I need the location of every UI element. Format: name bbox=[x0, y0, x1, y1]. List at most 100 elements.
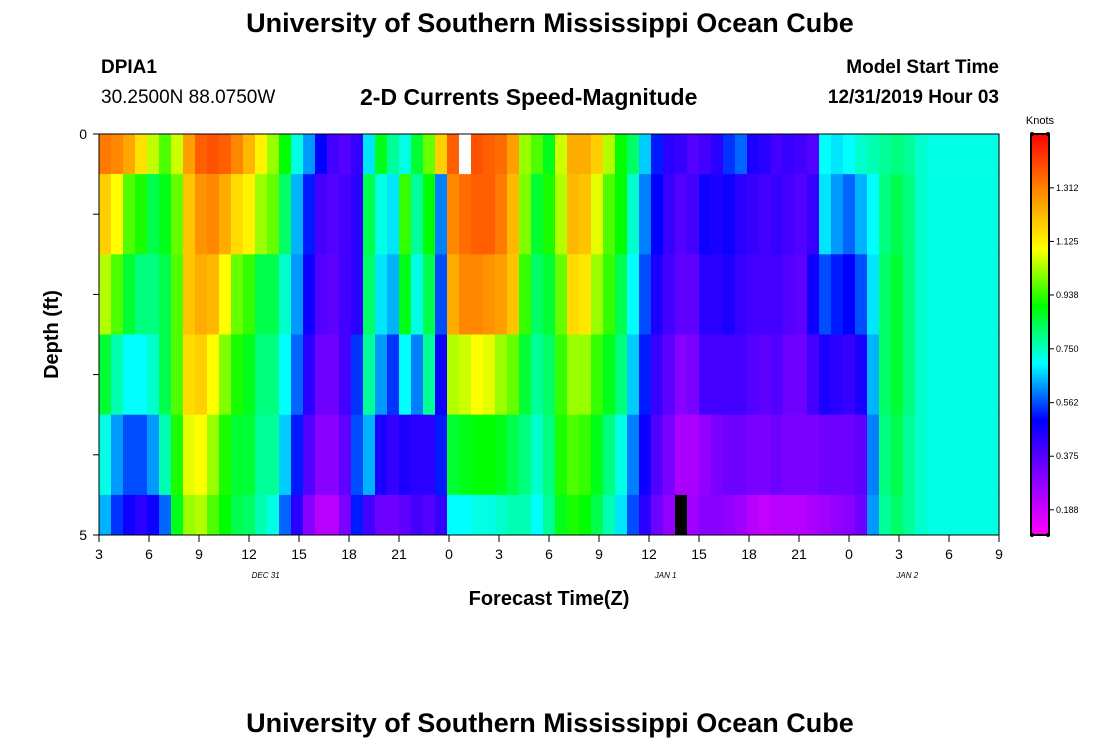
heatmap-cell bbox=[207, 174, 220, 255]
heatmap-cell bbox=[207, 254, 220, 335]
heatmap-cell bbox=[219, 254, 232, 335]
heatmap-cell bbox=[867, 414, 880, 496]
heatmap-cell bbox=[435, 494, 448, 536]
heatmap-cell bbox=[567, 414, 580, 496]
heatmap-cell bbox=[663, 134, 676, 175]
heatmap-cell bbox=[723, 334, 736, 415]
colorbar-end-dot bbox=[1030, 132, 1034, 136]
x-tick-label: 3 bbox=[495, 546, 503, 562]
heatmap-cell bbox=[327, 134, 340, 175]
heatmap-cell bbox=[711, 134, 724, 175]
colorbar-tick-label: 1.312 bbox=[1056, 183, 1079, 193]
heatmap-cell bbox=[783, 494, 796, 536]
heatmap-cell bbox=[879, 134, 892, 175]
heatmap-cell bbox=[591, 174, 604, 255]
heatmap-cell bbox=[891, 174, 904, 255]
heatmap-cell bbox=[831, 414, 844, 496]
heatmap-cell bbox=[279, 174, 292, 255]
heatmap-cell bbox=[315, 174, 328, 255]
heatmap-cell bbox=[135, 414, 148, 496]
heatmap-cell bbox=[507, 134, 520, 175]
heatmap-cell bbox=[903, 254, 916, 335]
heatmap-cell bbox=[615, 174, 628, 255]
heatmap-cell bbox=[807, 134, 820, 175]
heatmap-cell bbox=[459, 494, 472, 536]
heatmap-cell bbox=[963, 494, 976, 536]
heatmap-cell bbox=[267, 334, 280, 415]
heatmap-cell bbox=[699, 254, 712, 335]
heatmap-cell bbox=[171, 334, 184, 415]
x-tick-label: 6 bbox=[545, 546, 553, 562]
heatmap-cell bbox=[975, 254, 988, 335]
heatmap-cell bbox=[267, 134, 280, 175]
x-tick-label: 21 bbox=[391, 546, 407, 562]
heatmap-cell bbox=[159, 254, 172, 335]
heatmap-cell bbox=[111, 174, 124, 255]
heatmap-cell bbox=[519, 134, 532, 175]
heatmap-cell bbox=[699, 134, 712, 175]
heatmap-cell bbox=[447, 134, 460, 175]
day-label: DEC 31 bbox=[252, 571, 280, 580]
heatmap-cell bbox=[375, 254, 388, 335]
heatmap-cell bbox=[423, 254, 436, 335]
heatmap-cell bbox=[783, 254, 796, 335]
heatmap-cell bbox=[783, 334, 796, 415]
heatmap-cell bbox=[483, 494, 496, 536]
heatmap-cell bbox=[387, 134, 400, 175]
heatmap-cell bbox=[867, 334, 880, 415]
heatmap-cell bbox=[363, 494, 376, 536]
heatmap-cell bbox=[579, 414, 592, 496]
heatmap-cell bbox=[399, 254, 412, 335]
heatmap-cell bbox=[711, 414, 724, 496]
heatmap-cell bbox=[387, 174, 400, 255]
heatmap-cell bbox=[639, 174, 652, 255]
heatmap-cell bbox=[807, 334, 820, 415]
heatmap-cell bbox=[951, 174, 964, 255]
heatmap-cell bbox=[339, 174, 352, 255]
x-tick-label: 0 bbox=[445, 546, 453, 562]
heatmap-cell bbox=[159, 494, 172, 536]
heatmap-cell bbox=[411, 254, 424, 335]
heatmap-cell bbox=[351, 494, 364, 536]
heatmap-cell bbox=[759, 494, 772, 536]
heatmap-cell bbox=[243, 174, 256, 255]
x-tick-label: 15 bbox=[291, 546, 307, 562]
heatmap-cell bbox=[267, 254, 280, 335]
heatmap-cell bbox=[915, 134, 928, 175]
heatmap-cell bbox=[375, 494, 388, 536]
heatmap-cell bbox=[243, 494, 256, 536]
heatmap-cell bbox=[471, 174, 484, 255]
heatmap-cell bbox=[123, 254, 136, 335]
heatmap-cell bbox=[195, 134, 208, 175]
colorbar-tick-label: 0.375 bbox=[1056, 451, 1079, 461]
heatmap-cell bbox=[339, 494, 352, 536]
heatmap-cell bbox=[615, 254, 628, 335]
heatmap-cell bbox=[831, 134, 844, 175]
heatmap-cell bbox=[675, 134, 688, 175]
heatmap-cell bbox=[315, 254, 328, 335]
heatmap-cell bbox=[495, 174, 508, 255]
heatmap-cell bbox=[795, 414, 808, 496]
product-title: 2-D Currents Speed-Magnitude bbox=[360, 84, 698, 110]
heatmap-cell bbox=[471, 494, 484, 536]
heatmap-cell bbox=[651, 414, 664, 496]
heatmap-cell bbox=[315, 414, 328, 496]
heatmap-cell bbox=[351, 134, 364, 175]
heatmap-cell bbox=[867, 494, 880, 536]
heatmap-cell bbox=[147, 494, 160, 536]
heatmap-cell bbox=[747, 414, 760, 496]
day-label: JAN 1 bbox=[654, 571, 677, 580]
y-tick-label: 0 bbox=[79, 126, 87, 142]
heatmap-cell bbox=[951, 494, 964, 536]
heatmap-cell bbox=[891, 334, 904, 415]
heatmap-cell bbox=[783, 414, 796, 496]
heatmap-cell bbox=[843, 174, 856, 255]
heatmap-cell bbox=[303, 254, 316, 335]
colorbar-tick-label: 0.938 bbox=[1056, 290, 1079, 300]
heatmap-cell bbox=[687, 174, 700, 255]
heatmap-cell bbox=[171, 254, 184, 335]
heatmap-cell bbox=[975, 334, 988, 415]
heatmap-cell bbox=[759, 174, 772, 255]
heatmap-cell bbox=[435, 174, 448, 255]
heatmap-cell bbox=[915, 414, 928, 496]
